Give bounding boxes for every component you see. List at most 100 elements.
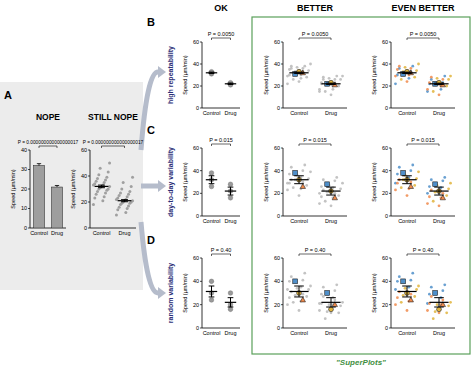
y-tick bbox=[200, 193, 202, 194]
cell-point bbox=[286, 75, 289, 78]
y-axis bbox=[391, 148, 392, 216]
data-point bbox=[92, 203, 95, 206]
significance-bracket bbox=[407, 144, 439, 146]
panel-letter: D bbox=[147, 234, 155, 246]
error-bar bbox=[209, 72, 215, 73]
arrow-head bbox=[158, 180, 166, 192]
cell-point bbox=[335, 283, 338, 286]
x-tick-label: Control bbox=[398, 218, 416, 224]
y-tick bbox=[200, 328, 202, 329]
data-point bbox=[209, 72, 214, 77]
chart: 0204060Speed (µm/min)ControlDrugP = 0.40 bbox=[371, 247, 455, 336]
p-value: P = 0.015 bbox=[303, 137, 327, 143]
row-label: day-to-day variability bbox=[167, 147, 175, 217]
replicate-mean bbox=[293, 279, 298, 284]
error-bar bbox=[228, 187, 234, 195]
data-point bbox=[103, 181, 106, 184]
y-tick-label: 40 bbox=[274, 168, 280, 174]
cell-point bbox=[406, 194, 409, 197]
cell-point bbox=[288, 173, 291, 176]
x-axis bbox=[202, 108, 240, 109]
y-tick-label: 0 bbox=[277, 325, 280, 331]
cell-point bbox=[290, 275, 293, 278]
data-point bbox=[105, 176, 108, 179]
p-value: P = 0.0050 bbox=[410, 31, 437, 37]
replicate-mean bbox=[408, 184, 413, 189]
cell-point bbox=[339, 304, 342, 307]
y-tick bbox=[88, 228, 90, 229]
data-point bbox=[126, 207, 129, 210]
cell-point bbox=[409, 169, 412, 172]
significance-bracket bbox=[212, 144, 231, 146]
chart: 0204060Speed (µm/min)ControlDrugP = 0.40 bbox=[263, 247, 347, 336]
y-tick-label: 20 bbox=[382, 83, 388, 89]
panel-letter: A bbox=[4, 89, 12, 101]
row-label: high repeatability bbox=[167, 46, 175, 104]
y-tick-label: 0 bbox=[385, 325, 388, 331]
cell-point bbox=[396, 280, 399, 283]
y-tick-label: 0 bbox=[24, 225, 27, 231]
cell-point bbox=[286, 82, 289, 85]
y-axis bbox=[283, 42, 284, 108]
y-tick-label: 60 bbox=[81, 147, 87, 153]
cell-point bbox=[408, 77, 411, 80]
cell-point bbox=[309, 170, 312, 173]
y-tick-label: 40 bbox=[382, 61, 388, 67]
y-tick-label: 20 bbox=[81, 199, 87, 205]
y-tick-label: 60 bbox=[382, 145, 388, 151]
cell-point bbox=[332, 88, 335, 91]
data-point bbox=[118, 206, 121, 209]
y-tick bbox=[88, 150, 90, 151]
y-axis bbox=[90, 150, 91, 228]
column-header: OK bbox=[214, 3, 228, 13]
column-header: EVEN BETTER bbox=[391, 3, 455, 13]
y-tick-label: 60 bbox=[193, 255, 199, 261]
error-bar bbox=[209, 286, 215, 297]
cell-point bbox=[286, 288, 289, 291]
chart: 0204060Speed (µm/min)ControlDrugP = 0.00… bbox=[263, 31, 347, 116]
x-tick-label: Drug bbox=[325, 330, 337, 336]
y-tick bbox=[200, 304, 202, 305]
data-point bbox=[95, 180, 98, 183]
cell-point bbox=[303, 272, 306, 275]
y-tick-label: 60 bbox=[193, 145, 199, 151]
significance-bracket bbox=[407, 254, 439, 256]
x-tick-label: Drug bbox=[325, 218, 337, 224]
cell-point bbox=[438, 204, 441, 207]
cell-point bbox=[447, 187, 450, 190]
data-point bbox=[93, 182, 96, 185]
data-point bbox=[228, 196, 233, 201]
y-tick bbox=[389, 148, 391, 149]
cell-point bbox=[404, 66, 407, 69]
marks bbox=[286, 272, 344, 320]
cell-point bbox=[441, 179, 444, 182]
mean-line bbox=[397, 72, 416, 73]
marks bbox=[206, 69, 236, 87]
cell-point bbox=[328, 303, 331, 306]
y-tick-label: 0 bbox=[277, 105, 280, 111]
cell-point bbox=[305, 295, 308, 298]
x-tick-label: Control bbox=[398, 110, 416, 116]
y-tick bbox=[389, 42, 391, 43]
y-tick bbox=[88, 202, 90, 203]
cell-point bbox=[301, 279, 304, 282]
error-bar bbox=[294, 176, 304, 184]
error-bar bbox=[326, 83, 336, 84]
cell-point bbox=[426, 309, 429, 312]
y-tick bbox=[28, 150, 30, 151]
cell-point bbox=[341, 301, 344, 304]
arrow-shaft bbox=[141, 222, 158, 293]
cell-point bbox=[434, 310, 437, 313]
cell-point bbox=[322, 178, 325, 181]
error-bar bbox=[98, 185, 105, 188]
data-point bbox=[122, 181, 125, 184]
panel-letter: B bbox=[147, 16, 155, 28]
error-bar bbox=[228, 298, 234, 307]
chart: 010203040Speed (µm/min)ControlDrugNOPEP … bbox=[10, 112, 79, 236]
replicate-mean bbox=[440, 195, 445, 200]
error-bar bbox=[402, 286, 412, 297]
y-tick-label: 40 bbox=[382, 278, 388, 284]
y-axis-label: Speed (µm/min) bbox=[70, 169, 76, 208]
significance-bracket bbox=[39, 146, 57, 148]
marks bbox=[34, 164, 63, 228]
